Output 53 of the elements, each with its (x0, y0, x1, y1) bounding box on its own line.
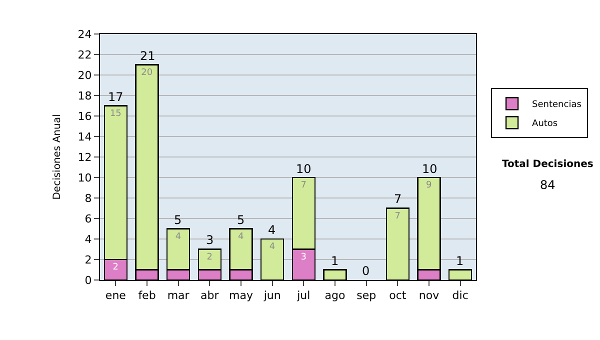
y-tick-label: 10 (78, 171, 92, 184)
x-tick-label: sep (356, 289, 376, 302)
y-tick-label: 22 (78, 48, 92, 62)
x-tick-label: may (229, 289, 254, 302)
text: 84 (540, 178, 556, 192)
total-label: 17 (108, 90, 124, 104)
data-label: 2 (112, 262, 119, 272)
legend-label: Autos (532, 119, 558, 130)
total-label: 1 (331, 254, 339, 268)
total-label: 7 (394, 192, 402, 206)
y-tick-label: 12 (78, 150, 92, 164)
x-tick-label: mar (167, 289, 190, 302)
legend-label: Sentencias (532, 100, 582, 110)
total-label: 10 (422, 162, 438, 176)
data-label: 7 (394, 211, 401, 222)
data-label: 4 (175, 232, 182, 242)
data-label: 2 (206, 252, 213, 262)
y-tick-label: 14 (78, 130, 92, 144)
total-label: 21 (140, 49, 156, 63)
x-tick-label: ene (105, 289, 126, 302)
x-tick-label: nov (418, 289, 440, 302)
x-tick-label: oct (389, 289, 407, 302)
y-tick-label: 8 (84, 192, 92, 205)
data-label: 4 (269, 242, 276, 252)
y-tick-label: 24 (78, 28, 92, 41)
total-label: 5 (174, 213, 182, 227)
data-label: 15 (110, 108, 122, 119)
total-label: 10 (296, 162, 312, 176)
total-label: 1 (456, 254, 464, 268)
x-tick-label: jun (262, 289, 281, 302)
x-tick-label: feb (138, 289, 156, 302)
y-tick-label: 0 (84, 274, 92, 287)
total-label: 0 (362, 264, 370, 278)
y-axis-title: Decisiones Anual (52, 114, 63, 200)
data-label: 4 (238, 232, 244, 242)
text: Total Decisiones (502, 159, 594, 170)
y-tick-label: 4 (84, 232, 92, 246)
y-tick-label: 16 (78, 110, 92, 123)
x-tick-label: jul (296, 289, 310, 302)
data-label: 9 (426, 180, 432, 190)
data-label: 3 (300, 252, 307, 262)
y-tick-label: 20 (78, 68, 92, 82)
x-tick-label: ago (324, 289, 346, 302)
total-label: 4 (268, 223, 276, 237)
data-label: 7 (300, 180, 307, 190)
x-tick-label: dic (452, 289, 468, 302)
y-tick-label: 2 (84, 253, 92, 266)
x-tick-label: abr (200, 289, 220, 302)
y-tick-label: 6 (84, 212, 92, 226)
data-label: 20 (141, 68, 153, 78)
total-label: 5 (237, 213, 245, 227)
total-label: 3 (206, 233, 214, 247)
y-tick-label: 18 (78, 89, 92, 102)
